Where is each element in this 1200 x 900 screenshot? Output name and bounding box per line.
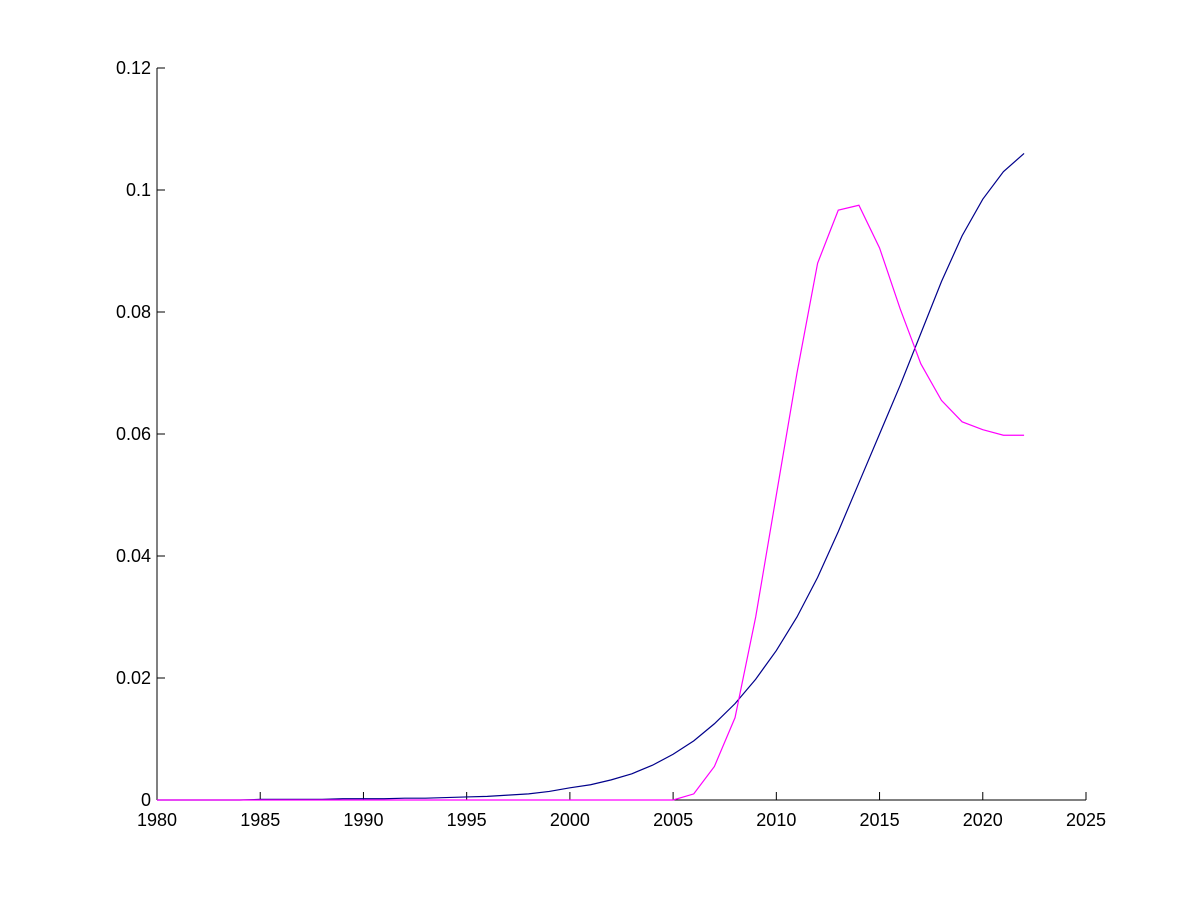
line-series [157,152,1025,801]
y-tick-label: 0.02 [116,668,151,688]
line-series [157,204,1025,801]
x-tick-label: 1990 [343,810,383,830]
x-tick-label: 2020 [963,810,1003,830]
y-tick-label: 0.06 [116,424,151,444]
y-tick-label: 0.12 [116,58,151,78]
x-tick-label: 2000 [550,810,590,830]
x-tick-label: 2005 [653,810,693,830]
y-tick-label: 0.08 [116,302,151,322]
y-tick-label: 0 [141,790,151,810]
x-tick-label: 1985 [240,810,280,830]
x-tick-label: 1995 [447,810,487,830]
y-tick-label: 0.1 [126,180,151,200]
y-tick-label: 0.04 [116,546,151,566]
x-tick-label: 1980 [137,810,177,830]
x-tick-label: 2010 [756,810,796,830]
x-tick-label: 2015 [860,810,900,830]
x-tick-label: 2025 [1066,810,1106,830]
